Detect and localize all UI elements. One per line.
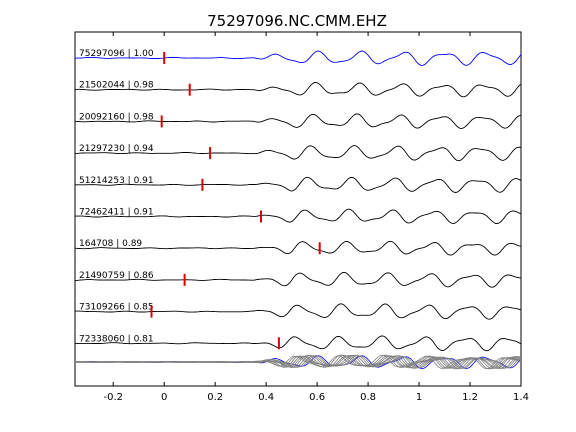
- chart-title: 75297096.NC.CMM.EHZ: [207, 12, 387, 30]
- trace-line-2: [75, 81, 522, 98]
- trace-label-5: 51214253 | 0.91: [79, 176, 154, 186]
- x-tick-label-3: 0.2: [207, 392, 223, 403]
- stack-line-10: [74, 354, 522, 370]
- x-tick-label-2: 0: [161, 392, 167, 403]
- x-tick-label-5: 0.6: [309, 392, 325, 403]
- trace-label-8: 21490759 | 0.86: [79, 271, 154, 281]
- x-tick-label-8: 1.2: [462, 392, 478, 403]
- x-axis: -0.2 0 0.2 0.4 0.6 0.8 1 1.2 1.4: [103, 32, 529, 403]
- trace-label-7: 164708 | 0.89: [79, 239, 142, 249]
- trace-line-3: [74, 113, 522, 129]
- trace-line-7: [74, 240, 522, 256]
- plot-frame: [74, 31, 522, 387]
- trace-label-3: 20092160 | 0.98: [79, 112, 154, 122]
- trace-label-6: 72462411 | 0.91: [79, 208, 154, 218]
- trace-label-1: 75297096 | 1.00: [79, 49, 154, 59]
- x-tick-label-1: -0.2: [103, 392, 123, 403]
- trace-label-9: 73109266 | 0.85: [79, 303, 154, 313]
- x-tick-label-6: 0.8: [360, 392, 376, 403]
- trace-label-4: 21297230 | 0.94: [79, 144, 154, 154]
- trace-line-10: [74, 335, 522, 352]
- x-tick-label-4: 0.4: [258, 392, 274, 403]
- trace-line-6: [74, 208, 522, 225]
- x-tick-label-9: 1.4: [513, 392, 529, 403]
- stack-group: [74, 354, 522, 370]
- trace-line-9: [75, 303, 522, 320]
- trace-line-1: [75, 50, 522, 66]
- x-tick-label-7: 1: [416, 392, 422, 403]
- trace-label-10: 72338060 | 0.81: [79, 334, 154, 344]
- trace-line-8: [75, 271, 522, 288]
- trace-group: 75297096 | 1.00 21502044 | 0.98 20092160 |…: [74, 49, 522, 352]
- trace-label-2: 21502044 | 0.98: [79, 81, 154, 91]
- trace-line-4: [74, 145, 522, 162]
- trace-line-5: [75, 176, 522, 193]
